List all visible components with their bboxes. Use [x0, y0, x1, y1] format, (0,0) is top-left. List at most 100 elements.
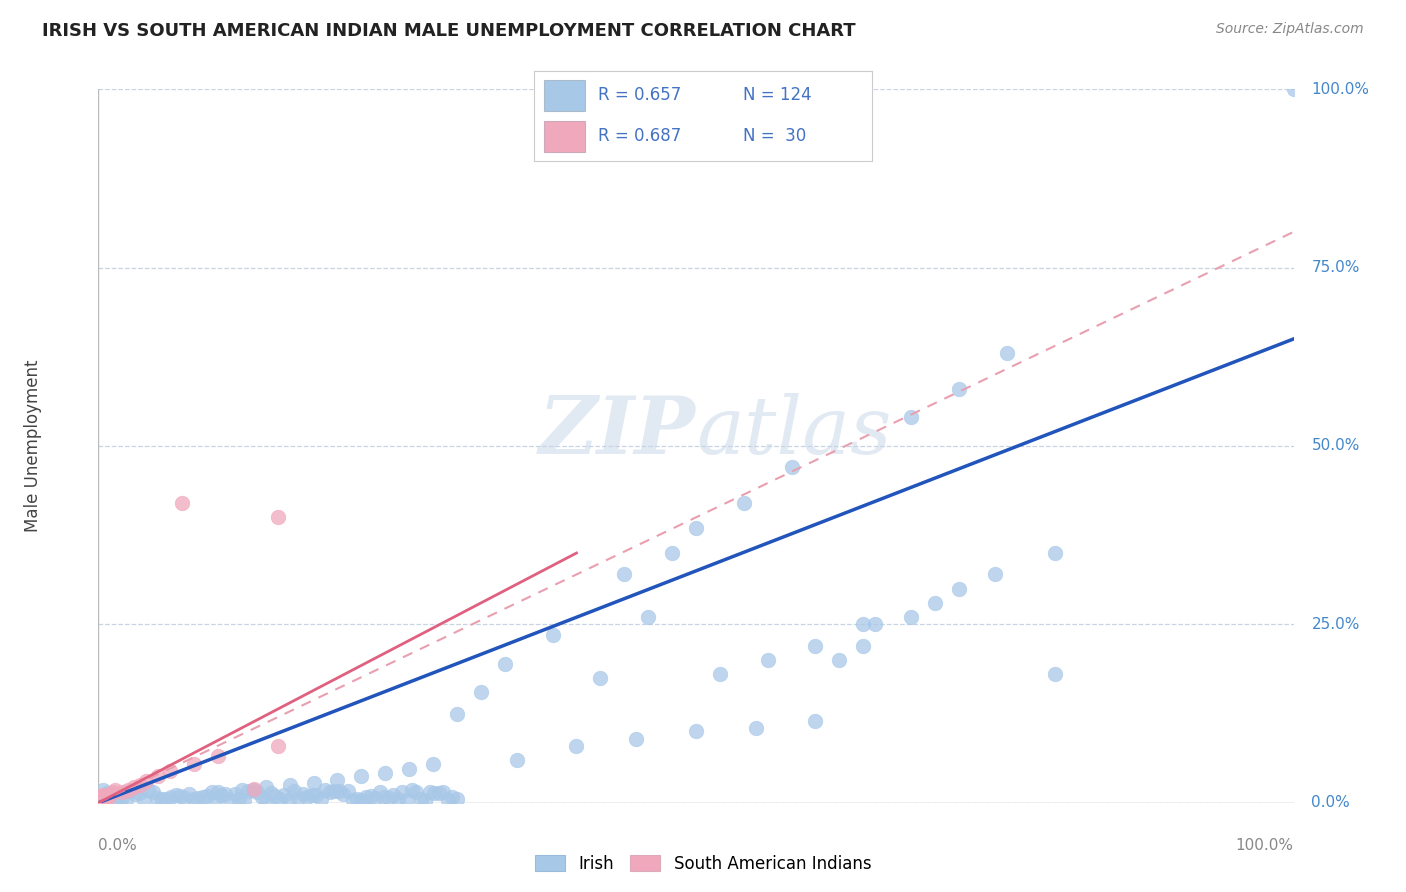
Point: [205, 791, 228, 805]
Point: [165, 788, 187, 802]
Point: [441, 789, 464, 804]
Point: [195, 789, 218, 803]
Point: [132, 793, 155, 807]
Text: 100.0%: 100.0%: [1236, 838, 1294, 854]
Text: ZIP: ZIP: [538, 393, 696, 470]
Point: [373, 789, 395, 804]
Point: [160, 790, 183, 805]
Point: [93, 788, 115, 802]
Point: [183, 756, 205, 771]
Point: [207, 749, 229, 764]
Point: [624, 731, 647, 746]
Point: [346, 791, 368, 805]
Point: [91, 790, 114, 805]
Point: [172, 496, 194, 510]
Text: atlas: atlas: [696, 393, 891, 470]
Point: [301, 788, 323, 802]
Point: [804, 639, 827, 653]
Point: [419, 785, 441, 799]
Point: [124, 780, 146, 794]
Point: [110, 792, 132, 806]
Point: [1282, 82, 1305, 96]
Point: [159, 764, 181, 778]
Point: [541, 628, 564, 642]
Point: [391, 785, 413, 799]
Point: [254, 792, 277, 806]
Point: [89, 789, 111, 804]
Point: [589, 671, 612, 685]
Point: [328, 784, 350, 798]
Text: 75.0%: 75.0%: [1312, 260, 1360, 275]
Point: [94, 790, 117, 805]
Point: [1043, 546, 1066, 560]
Point: [395, 793, 418, 807]
Text: 100.0%: 100.0%: [1312, 82, 1369, 96]
Point: [350, 793, 373, 807]
Point: [398, 762, 420, 776]
Point: [146, 791, 169, 805]
Point: [309, 791, 332, 805]
Point: [948, 382, 970, 396]
Point: [314, 783, 336, 797]
Point: [368, 785, 391, 799]
Point: [828, 653, 851, 667]
Point: [432, 785, 454, 799]
Point: [111, 785, 134, 799]
Point: [260, 786, 283, 800]
Point: [287, 790, 309, 805]
Point: [342, 793, 364, 807]
Point: [91, 783, 114, 797]
Point: [924, 596, 946, 610]
Point: [207, 785, 229, 799]
Point: [101, 785, 124, 799]
Text: Male Unemployment: Male Unemployment: [24, 359, 42, 533]
Text: 0.0%: 0.0%: [1312, 796, 1350, 810]
Point: [295, 790, 318, 805]
Point: [129, 778, 152, 792]
Point: [326, 772, 349, 787]
Text: N = 124: N = 124: [744, 87, 813, 104]
Point: [852, 617, 875, 632]
Point: [565, 739, 588, 753]
Point: [104, 783, 127, 797]
Point: [124, 787, 146, 801]
Point: [128, 786, 150, 800]
Point: [804, 714, 827, 728]
Point: [685, 521, 707, 535]
Point: [637, 610, 659, 624]
Point: [90, 791, 112, 805]
Text: N =  30: N = 30: [744, 128, 807, 145]
Point: [422, 756, 444, 771]
Point: [228, 792, 250, 806]
Point: [745, 721, 768, 735]
Point: [87, 789, 110, 804]
Point: [98, 789, 121, 803]
Point: [87, 792, 110, 806]
Text: Source: ZipAtlas.com: Source: ZipAtlas.com: [1216, 22, 1364, 37]
Point: [323, 783, 346, 797]
Point: [863, 617, 886, 632]
Point: [96, 786, 118, 800]
Point: [142, 785, 165, 799]
Point: [148, 769, 170, 783]
Point: [231, 783, 253, 797]
Point: [173, 790, 195, 805]
Point: [117, 783, 139, 797]
Point: [264, 789, 287, 803]
Point: [96, 789, 118, 804]
Point: [387, 792, 409, 806]
FancyBboxPatch shape: [544, 80, 585, 111]
Point: [214, 787, 236, 801]
Point: [150, 791, 173, 805]
Point: [278, 793, 301, 807]
Point: [155, 791, 177, 805]
Point: [437, 793, 460, 807]
Point: [135, 774, 157, 789]
Point: [179, 787, 201, 801]
Point: [401, 783, 423, 797]
Point: [1043, 667, 1066, 681]
Point: [120, 784, 142, 798]
Text: 50.0%: 50.0%: [1312, 439, 1360, 453]
Point: [97, 790, 120, 805]
Text: R = 0.657: R = 0.657: [599, 87, 682, 104]
